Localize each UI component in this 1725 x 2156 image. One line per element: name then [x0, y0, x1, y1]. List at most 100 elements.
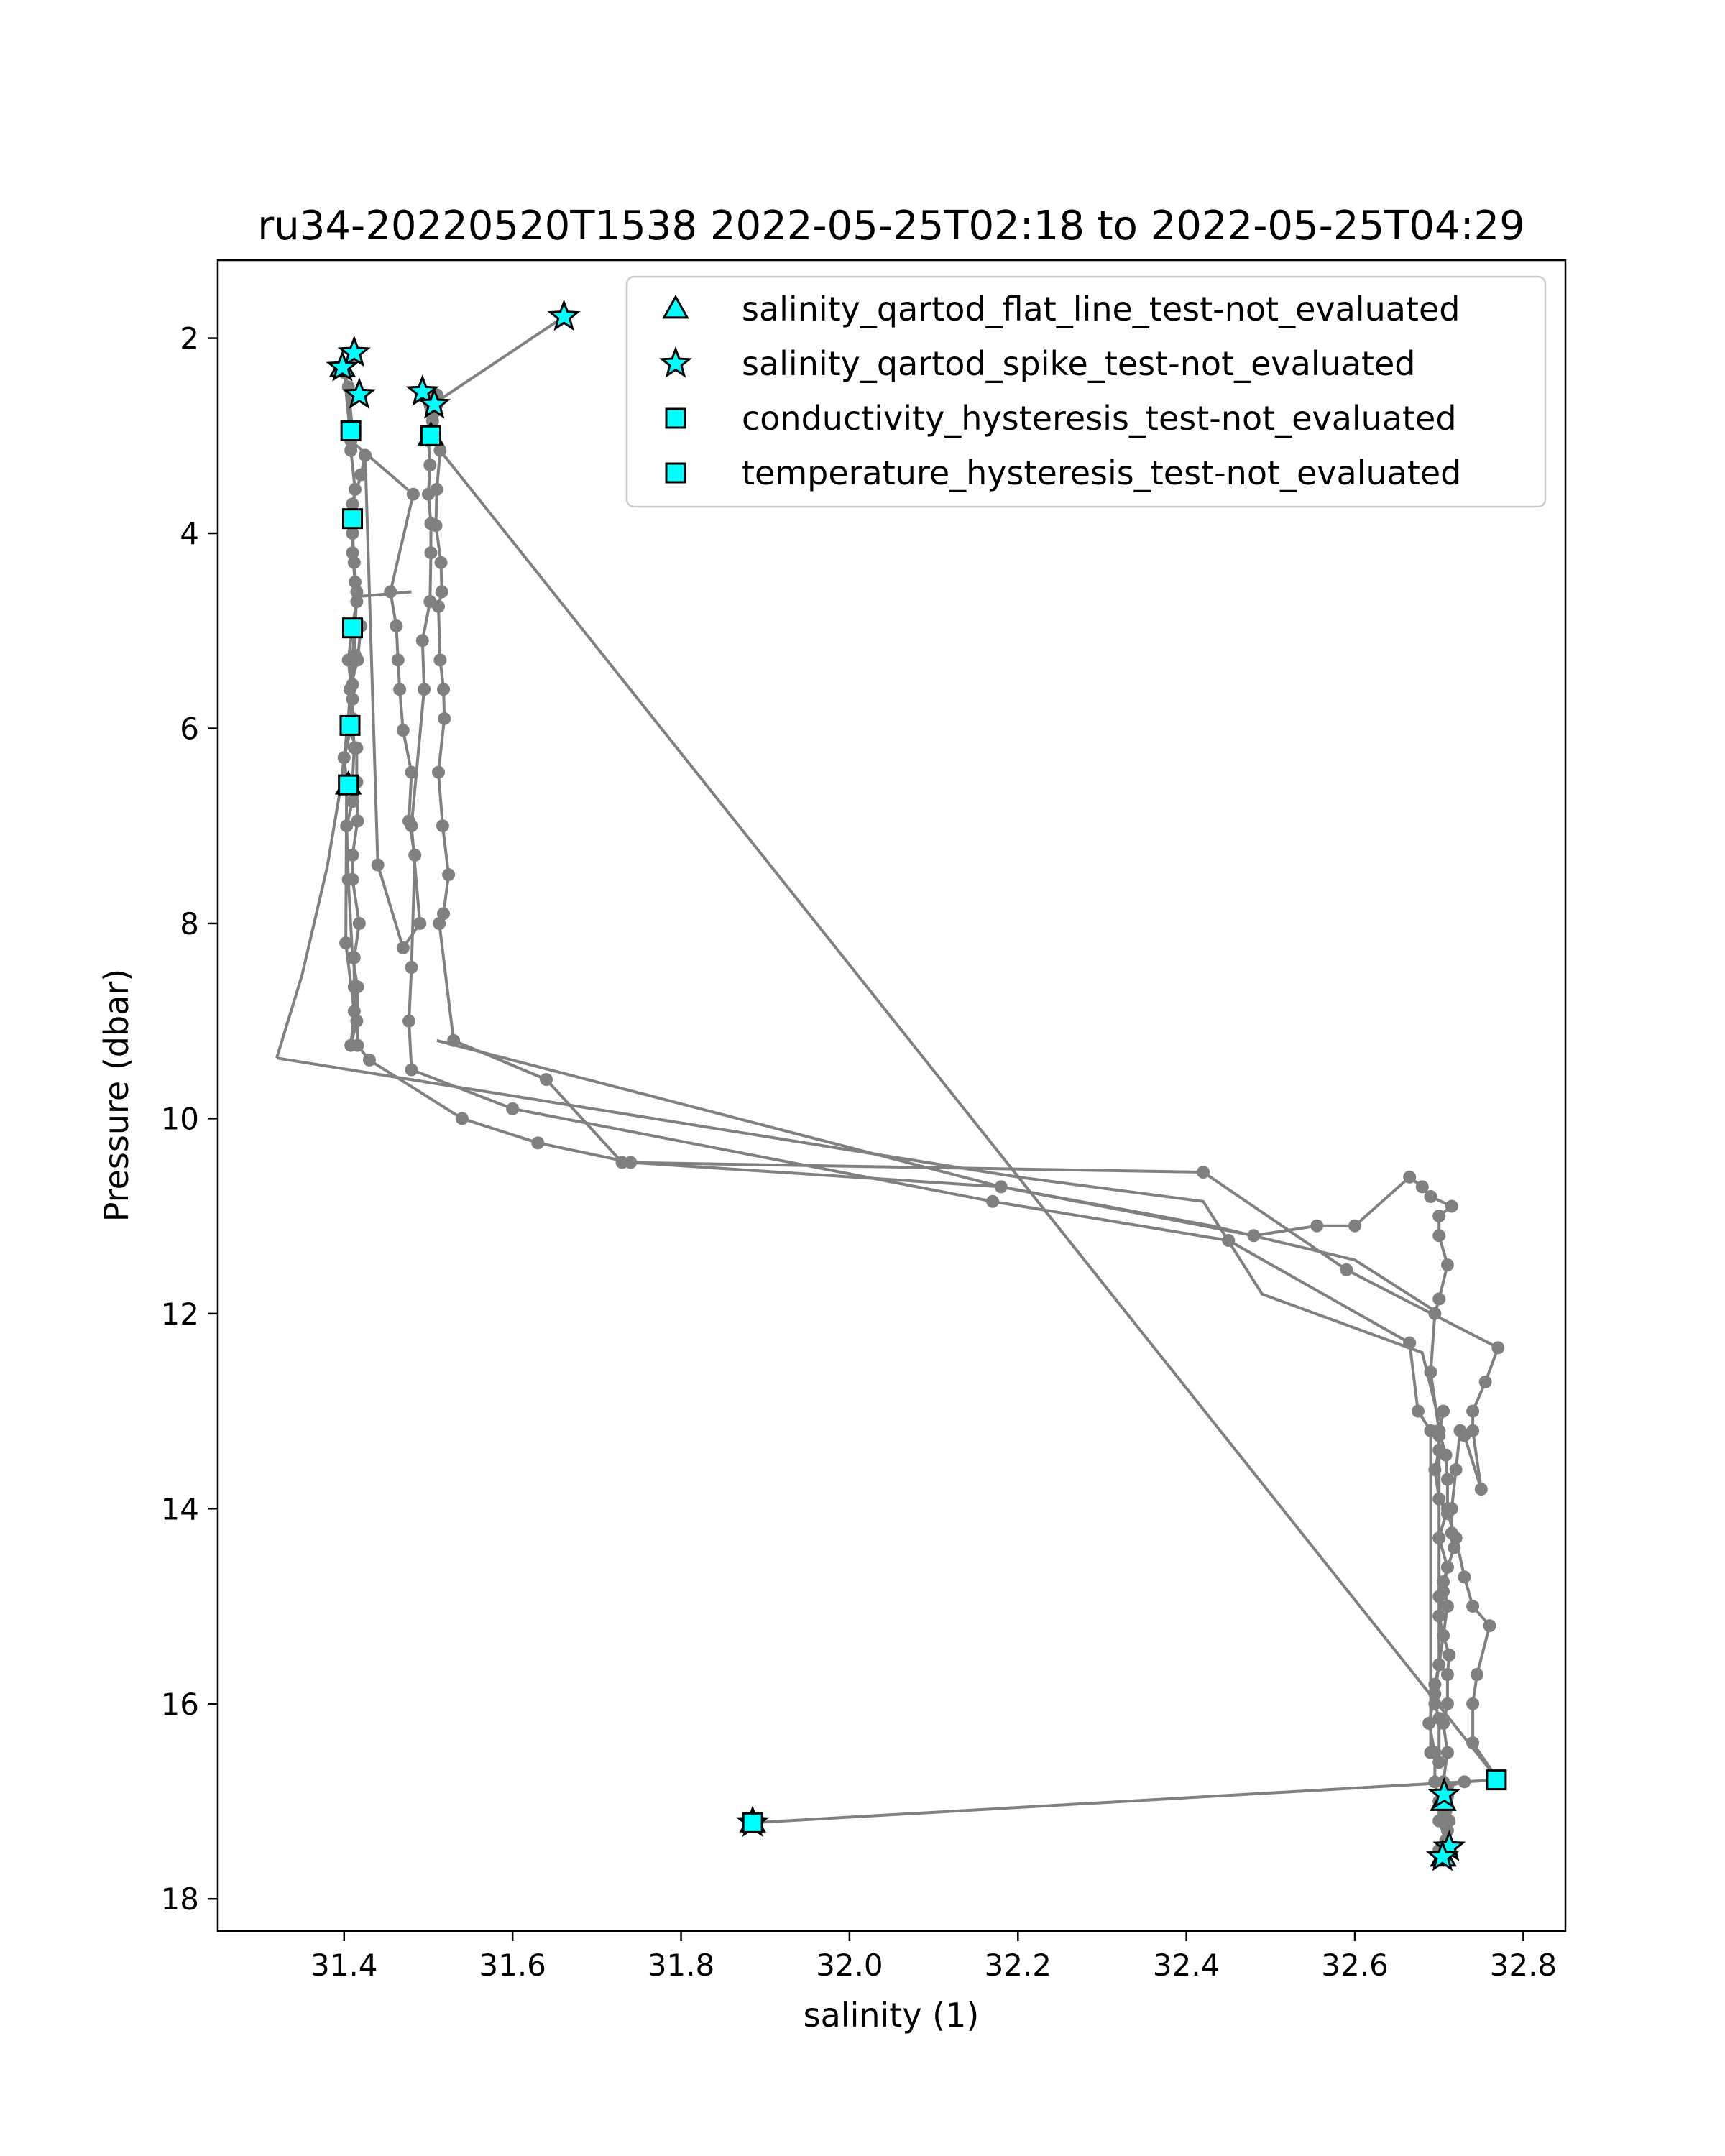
data-point — [371, 858, 385, 872]
data-point — [406, 487, 420, 501]
x-tick-label: 32.2 — [985, 1948, 1052, 1983]
x-tick-label: 31.8 — [648, 1948, 715, 1983]
x-tick-label: 32.4 — [1153, 1948, 1220, 1983]
data-point — [1449, 1531, 1463, 1545]
data-point — [433, 443, 447, 457]
data-point — [405, 961, 418, 975]
data-point — [413, 916, 427, 930]
data-point — [455, 1112, 469, 1125]
star-marker — [342, 377, 376, 409]
data-point — [1491, 1341, 1505, 1355]
legend-square-marker — [665, 462, 686, 484]
data-point — [424, 546, 438, 560]
data-point — [1440, 1697, 1454, 1710]
data-point — [350, 1014, 364, 1028]
data-point — [346, 497, 359, 511]
data-point — [434, 556, 448, 569]
data-point — [1247, 1229, 1261, 1243]
data-point — [1432, 1210, 1446, 1223]
profile-line-5 — [427, 435, 1501, 1825]
data-point — [1440, 1258, 1454, 1271]
data-point — [1440, 1668, 1454, 1682]
square-marker — [342, 508, 363, 530]
data-point — [351, 1038, 364, 1052]
data-point — [1448, 1541, 1461, 1554]
profile-line-4 — [436, 1038, 1440, 1315]
data-point — [1437, 1575, 1450, 1589]
data-point — [391, 653, 405, 667]
data-point — [1466, 1404, 1480, 1418]
y-tick-label: 2 — [180, 321, 199, 356]
data-point — [349, 648, 362, 662]
data-point — [1432, 1712, 1446, 1726]
data-point — [1445, 1199, 1458, 1213]
data-point — [442, 868, 456, 882]
data-point — [424, 517, 438, 530]
y-tick-label: 4 — [180, 516, 199, 551]
star-marker — [337, 335, 371, 367]
data-point — [346, 527, 359, 540]
legend-square-marker — [665, 407, 686, 429]
data-point — [405, 1063, 418, 1077]
data-point — [1440, 1473, 1454, 1486]
data-point — [396, 724, 410, 737]
data-point — [346, 546, 359, 560]
data-point — [346, 795, 359, 808]
data-point — [1474, 1483, 1488, 1496]
data-point — [347, 741, 361, 755]
data-point — [1443, 1814, 1456, 1828]
profile-points — [337, 310, 1505, 1862]
data-point — [1458, 1570, 1471, 1584]
star-marker — [418, 387, 451, 419]
flagged-markers — [326, 299, 1507, 1871]
data-point — [1428, 1307, 1442, 1320]
data-point — [337, 751, 351, 765]
data-point — [351, 814, 364, 828]
data-point — [350, 595, 364, 609]
data-point — [1310, 1219, 1324, 1233]
data-point — [436, 819, 449, 833]
legend-entry-label: temperature_hysteresis_test-not_evaluate… — [742, 453, 1461, 492]
data-point — [347, 1005, 361, 1018]
data-point — [423, 459, 437, 472]
data-point — [986, 1194, 1000, 1208]
data-point — [506, 1102, 520, 1115]
star-marker — [405, 374, 439, 406]
data-point — [1340, 1263, 1353, 1276]
data-point — [432, 765, 446, 779]
legend-entry-label: salinity_qartod_spike_test-not_evaluated — [742, 344, 1415, 383]
data-point — [341, 872, 355, 886]
data-point — [1411, 1404, 1425, 1418]
star-marker — [1427, 1777, 1461, 1809]
data-point — [437, 907, 451, 921]
y-tick-label: 8 — [180, 906, 199, 941]
y-axis-ticks: 2 4 6 8 10 12 14 16 18 — [161, 321, 218, 1917]
data-point — [405, 765, 418, 779]
data-point — [421, 487, 435, 501]
x-axis-label: salinity (1) — [804, 1996, 980, 2035]
data-point — [418, 683, 431, 696]
data-point — [415, 634, 429, 648]
data-point — [447, 1033, 461, 1047]
y-tick-label: 6 — [180, 711, 199, 746]
y-axis-label: Pressure (dbar) — [97, 969, 136, 1222]
profile-line-1 — [345, 394, 1501, 1851]
x-tick-label: 32.8 — [1490, 1948, 1558, 1983]
data-point — [346, 692, 359, 706]
data-point — [1466, 1697, 1480, 1710]
data-point — [423, 595, 437, 609]
data-point — [1449, 1463, 1463, 1477]
y-tick-label: 10 — [161, 1101, 199, 1136]
data-point — [1403, 1336, 1417, 1350]
data-point — [1428, 1677, 1442, 1691]
star-marker — [326, 350, 359, 382]
data-point — [1440, 1746, 1454, 1759]
data-point — [1424, 1365, 1438, 1379]
legend-star-marker — [658, 346, 693, 378]
data-point — [359, 448, 372, 462]
data-point — [1432, 1424, 1446, 1437]
data-point — [1432, 1492, 1446, 1506]
data-point — [408, 848, 422, 862]
data-point — [624, 1156, 638, 1169]
